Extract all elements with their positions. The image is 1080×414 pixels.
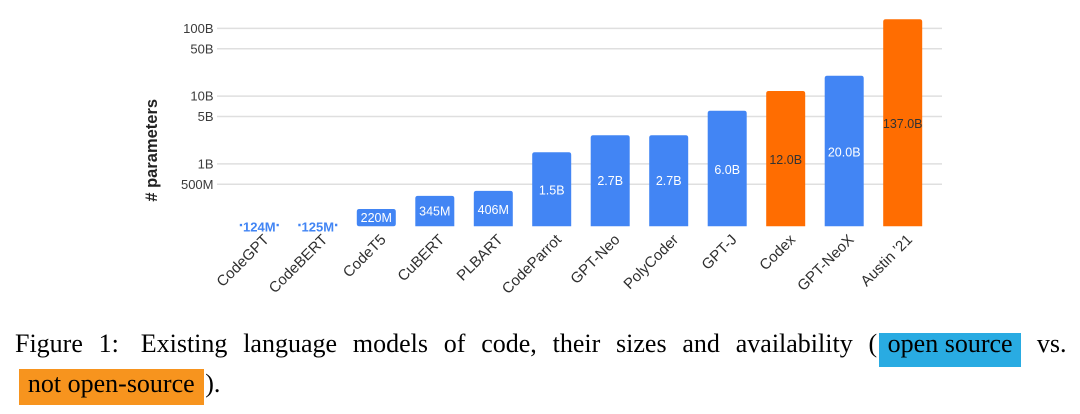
svg-text:125M: 125M [302,220,335,235]
svg-text:CodeBERT: CodeBERT [266,231,331,296]
svg-text:6.0B: 6.0B [714,163,740,177]
svg-text:12.0B: 12.0B [769,153,802,167]
svg-text:137.0B: 137.0B [883,117,923,131]
svg-text:1.5B: 1.5B [539,184,565,198]
svg-text:CodeParrot: CodeParrot [499,231,566,298]
svg-text:500M: 500M [181,177,214,192]
svg-text:# parameters: # parameters [143,99,161,202]
svg-text:GPT-J: GPT-J [698,231,740,273]
svg-text:Austin ’21: Austin ’21 [857,231,916,290]
svg-text:GPT-Neo: GPT-Neo [567,231,623,287]
svg-text:GPT-NeoX: GPT-NeoX [794,231,857,294]
svg-text:220M: 220M [361,211,392,225]
svg-text:CuBERT: CuBERT [394,231,448,285]
svg-text:50B: 50B [190,41,213,56]
svg-text:2.7B: 2.7B [597,174,623,188]
svg-text:Codex: Codex [756,231,799,274]
svg-text:2.7B: 2.7B [656,174,682,188]
svg-text:406M: 406M [478,203,509,217]
svg-text:PLBART: PLBART [454,231,507,284]
svg-text:1B: 1B [198,157,214,172]
svg-text:100B: 100B [183,21,213,36]
svg-text:124M: 124M [243,220,276,235]
svg-text:PolyCoder: PolyCoder [620,231,682,293]
svg-text:20.0B: 20.0B [828,145,861,159]
svg-text:CodeGPT: CodeGPT [213,231,272,290]
svg-text:CodeT5: CodeT5 [340,231,390,281]
svg-text:10B: 10B [190,89,213,104]
svg-text:5B: 5B [198,109,214,124]
svg-text:345M: 345M [419,204,450,218]
